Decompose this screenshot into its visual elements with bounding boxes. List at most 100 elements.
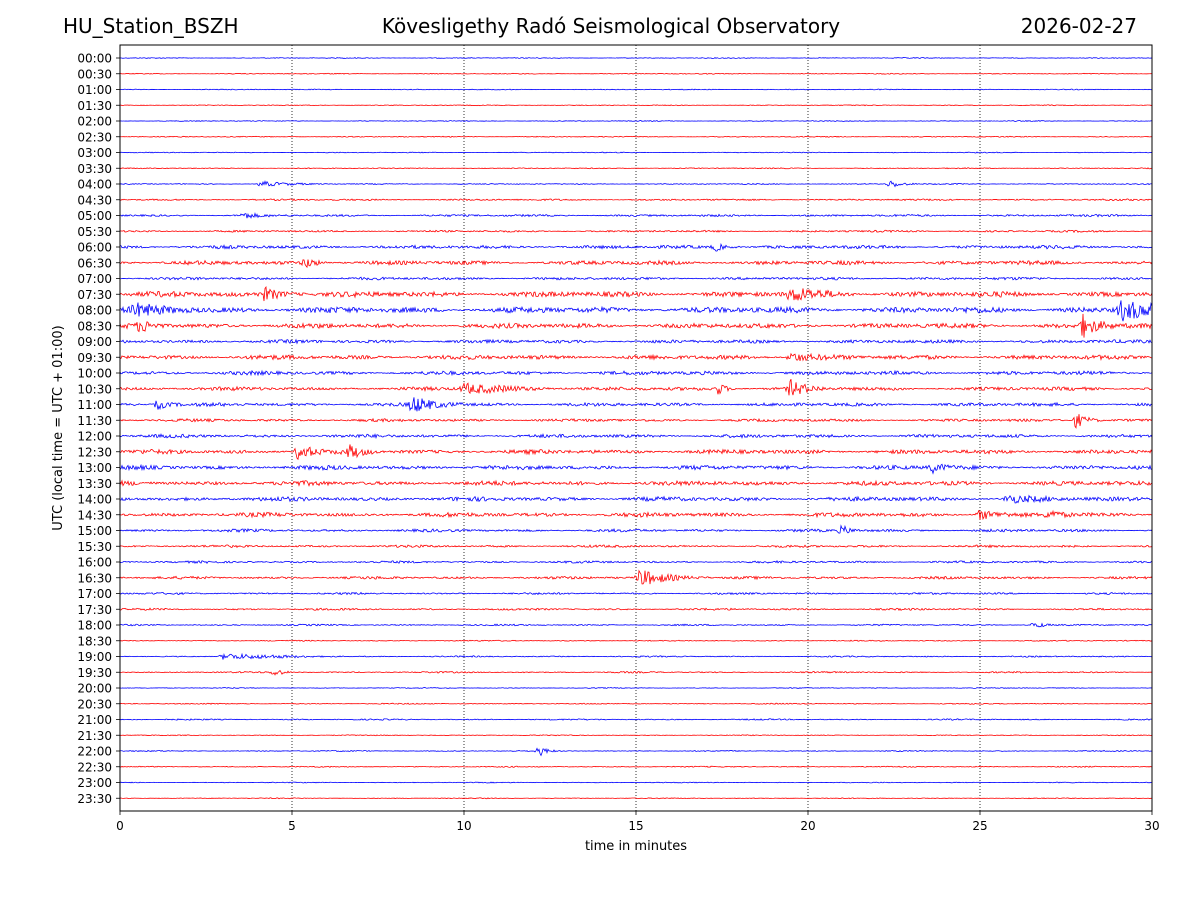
trace-0800 xyxy=(119,300,1153,322)
x-axis-label: time in minutes xyxy=(585,839,687,854)
hour-label: 05:30 xyxy=(77,225,112,239)
hour-label: 20:00 xyxy=(77,682,112,696)
x-tick-label: 25 xyxy=(972,819,987,833)
hour-label: 10:00 xyxy=(77,367,112,381)
trace-2000 xyxy=(119,687,1153,689)
x-tick-label: 20 xyxy=(800,819,815,833)
hour-label: 04:30 xyxy=(77,193,112,207)
trace-0630 xyxy=(119,259,1153,269)
trace-1130 xyxy=(119,414,1153,429)
trace-0700 xyxy=(119,276,1153,281)
trace-2330 xyxy=(119,797,1153,800)
trace-0900 xyxy=(119,338,1153,345)
trace-1830 xyxy=(119,639,1153,642)
trace-group xyxy=(119,57,1153,800)
hour-label: 05:00 xyxy=(77,209,112,223)
trace-1300 xyxy=(119,463,1153,475)
hour-label: 15:00 xyxy=(77,524,112,538)
hour-label: 00:00 xyxy=(77,52,112,66)
trace-0330 xyxy=(119,167,1153,170)
hour-label: 21:00 xyxy=(77,713,112,727)
hour-label: 18:00 xyxy=(77,619,112,633)
hour-label: 04:00 xyxy=(77,178,112,192)
x-tick-label: 5 xyxy=(288,819,296,833)
hour-label: 16:30 xyxy=(77,571,112,585)
trace-1400 xyxy=(119,494,1153,504)
trace-2300 xyxy=(119,781,1153,784)
hour-label: 22:30 xyxy=(77,760,112,774)
hour-label: 06:30 xyxy=(77,256,112,270)
hour-label: 20:30 xyxy=(77,697,112,711)
observatory-title: Kövesligethy Radó Seismological Observat… xyxy=(381,14,841,38)
trace-2200 xyxy=(119,747,1153,757)
trace-1200 xyxy=(119,433,1153,439)
trace-0500 xyxy=(119,212,1153,219)
trace-0930 xyxy=(119,352,1153,362)
trace-2230 xyxy=(119,765,1153,768)
trace-1000 xyxy=(119,369,1153,377)
trace-1030 xyxy=(119,379,1153,396)
hour-label: 06:00 xyxy=(77,241,112,255)
trace-0400 xyxy=(119,180,1153,188)
hour-label: 22:00 xyxy=(77,745,112,759)
hour-label: 03:00 xyxy=(77,146,112,160)
trace-1600 xyxy=(119,560,1153,564)
hour-label: 00:30 xyxy=(77,67,112,81)
hour-label: 07:00 xyxy=(77,272,112,286)
trace-0300 xyxy=(119,151,1153,154)
hour-label: 03:30 xyxy=(77,162,112,176)
grid-lines xyxy=(291,45,981,811)
trace-0030 xyxy=(119,72,1153,75)
trace-1700 xyxy=(119,591,1153,596)
hour-label: 12:30 xyxy=(77,445,112,459)
x-tick-label: 30 xyxy=(1144,819,1159,833)
trace-0230 xyxy=(119,135,1153,138)
trace-1930 xyxy=(119,669,1153,676)
hour-label: 14:00 xyxy=(77,493,112,507)
hour-label: 01:00 xyxy=(77,83,112,97)
hour-label: 01:30 xyxy=(77,99,112,113)
hour-label: 11:30 xyxy=(77,414,112,428)
trace-1730 xyxy=(119,607,1153,612)
x-tick-label: 15 xyxy=(628,819,643,833)
hour-label: 08:30 xyxy=(77,319,112,333)
hour-label: 17:00 xyxy=(77,587,112,601)
station-name: HU_Station_BSZH xyxy=(63,14,239,38)
trace-1230 xyxy=(119,444,1153,461)
hour-label: 15:30 xyxy=(77,540,112,554)
hour-label: 13:00 xyxy=(77,461,112,475)
hour-label: 02:30 xyxy=(77,130,112,144)
hour-label: 10:30 xyxy=(77,382,112,396)
hour-label: 07:30 xyxy=(77,288,112,302)
y-axis-label: UTC (local time = UTC + 01:00) xyxy=(51,325,66,530)
hour-label: 23:00 xyxy=(77,776,112,790)
trace-0000 xyxy=(119,57,1153,59)
hour-label: 09:30 xyxy=(77,351,112,365)
trace-1900 xyxy=(119,652,1152,660)
hour-label: 18:30 xyxy=(77,634,112,648)
hour-label: 23:30 xyxy=(77,792,112,806)
trace-0730 xyxy=(119,285,1153,302)
hour-label: 21:30 xyxy=(77,729,112,743)
x-ticks: 0 5 10 15 20 25 30 xyxy=(116,811,1160,833)
trace-1630 xyxy=(119,569,1153,585)
trace-0430 xyxy=(119,198,1153,202)
hour-label: 11:00 xyxy=(77,398,112,412)
trace-0830 xyxy=(119,313,1153,338)
hour-label: 08:00 xyxy=(77,304,112,318)
hour-label: 09:00 xyxy=(77,335,112,349)
trace-1430 xyxy=(119,509,1153,521)
trace-1100 xyxy=(119,397,1153,412)
hour-label: 12:00 xyxy=(77,430,112,444)
trace-2030 xyxy=(119,702,1153,705)
trace-0100 xyxy=(119,88,1153,91)
hour-label: 02:00 xyxy=(77,115,112,129)
hour-label: 16:00 xyxy=(77,556,112,570)
hour-label: 19:00 xyxy=(77,650,112,664)
trace-1800 xyxy=(119,622,1153,628)
trace-0200 xyxy=(119,120,1153,123)
plot-date: 2026-02-27 xyxy=(1020,14,1137,38)
trace-2130 xyxy=(119,734,1153,737)
